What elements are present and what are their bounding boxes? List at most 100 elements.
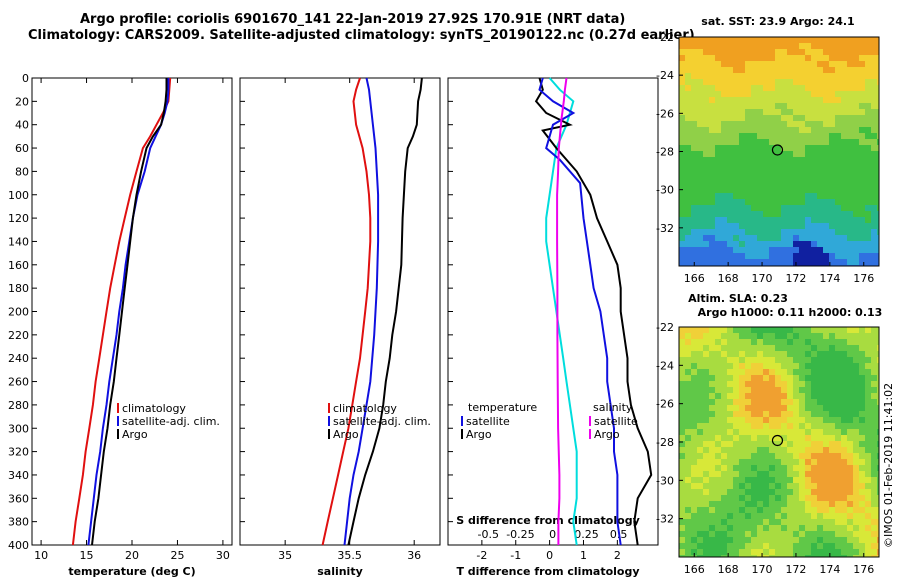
sla-map-cell [799,531,805,537]
sst-map-cell [733,127,739,133]
sla-map-cell [697,417,703,423]
sst-map-cell [787,229,793,235]
sst-map-cell [811,55,817,61]
sst-map-cell [853,169,859,175]
sst-map-cell [733,199,739,205]
sla-map-cell [691,477,697,483]
sst-map-cell [703,55,709,61]
sla-map-cell [841,417,847,423]
sla-map-cell [841,459,847,465]
temperature-axis-tick-label: 25 [170,549,184,562]
depth-tick-label: 140 [8,235,29,248]
sst-map-cell [871,229,877,235]
sla-map-cell [727,543,733,549]
sst-map-cell [757,67,763,73]
sla-map-cell [745,531,751,537]
sla-map-cell [853,333,859,339]
sla-map-cell [715,507,721,513]
sla-map-cell [805,327,811,333]
sla-map-cell [841,543,847,549]
sst-map-cell [685,73,691,79]
sla-map-cell [823,453,829,459]
sst-map-cell [691,229,697,235]
sla-map-cell [697,369,703,375]
sst-map-cell [751,169,757,175]
sla-map-cell [721,495,727,501]
sla-map-cell [775,525,781,531]
sla-map-cell [775,357,781,363]
sla-map-cell [769,345,775,351]
sla-map-cell [799,405,805,411]
sla-map-cell [763,447,769,453]
sla-map-cell [847,525,853,531]
sla-map-cell [835,423,841,429]
sla-map-cell [763,507,769,513]
sst-map-cell [745,43,751,49]
sst-map-cell [805,241,811,247]
sla-map-cell [835,513,841,519]
sla-map-cell [745,495,751,501]
temperature-axis-tick-label: 30 [216,549,230,562]
sst-map-cell [769,79,775,85]
sla-map-cell [847,507,853,513]
sst-map-cell [697,103,703,109]
sla-map-cell [793,333,799,339]
sla-map-cell [721,417,727,423]
sla-map-cell [805,543,811,549]
sst-map-cell [745,235,751,241]
sla-map-cell [853,411,859,417]
sla-map-cell [787,537,793,543]
sst-map-cell [799,211,805,217]
sst-map-cell [847,187,853,193]
sst-map-cell [847,217,853,223]
sla-map-cell [847,459,853,465]
sla-map-cell [721,339,727,345]
sla-map-xtick-label: 174 [819,563,840,576]
sst-map-cell [775,73,781,79]
sst-map-cell [763,169,769,175]
sst-map-cell [829,181,835,187]
sst-map-cell [793,97,799,103]
sst-map-cell [715,181,721,187]
sst-map-cell [877,205,879,211]
sst-map-cell [727,61,733,67]
sst-map-cell [703,217,709,223]
sst-map-cell [829,247,835,253]
sla-map-cell [745,507,751,513]
sla-map-cell [757,369,763,375]
sla-map-cell [853,513,859,519]
sst-map-cell [853,43,859,49]
sla-map-cell [835,489,841,495]
sla-map-cell [715,423,721,429]
sla-map-cell [805,381,811,387]
sla-map-cell [775,489,781,495]
sst-map-cell [709,97,715,103]
sla-map-cell [697,495,703,501]
sst-map-cell [739,199,745,205]
sla-map-cell [703,495,709,501]
sla-map-cell [853,405,859,411]
sst-map-cell [709,127,715,133]
sst-map-cell [679,67,685,73]
sla-map-cell [685,441,691,447]
sst-map-cell [721,235,727,241]
sst-map-cell [841,67,847,73]
sla-map-cell [685,531,691,537]
sst-map-cell [799,175,805,181]
sla-map-cell [721,447,727,453]
sla-map-cell [757,489,763,495]
sla-map-cell [727,369,733,375]
sla-map-cell [817,525,823,531]
sst-map-cell [679,121,685,127]
sst-map-cell [805,55,811,61]
sst-map-cell [775,163,781,169]
sla-map-cell [853,519,859,525]
sst-map-cell [841,49,847,55]
sla-map-cell [715,543,721,549]
sst-map-cell [835,181,841,187]
sla-map-cell [847,357,853,363]
sst-map-cell [763,163,769,169]
sst-map-cell [817,217,823,223]
sst-map-cell [757,103,763,109]
sla-map-cell [811,447,817,453]
